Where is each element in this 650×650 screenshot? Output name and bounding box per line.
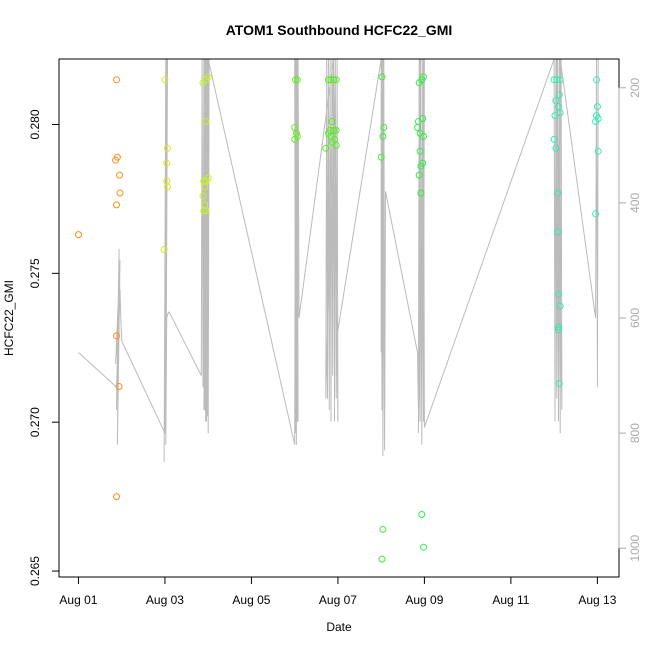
- data-point: [551, 112, 559, 120]
- y-tick-label: 0.265: [28, 556, 42, 586]
- data-point: [204, 174, 212, 182]
- data-point: [420, 132, 427, 140]
- y-axis-label: HCFC22_GMI: [2, 280, 16, 356]
- data-point: [378, 555, 386, 563]
- data-point: [330, 76, 338, 84]
- data-point: [556, 302, 564, 310]
- data-point: [293, 132, 301, 140]
- data-point: [161, 76, 169, 84]
- data-point: [199, 192, 207, 200]
- data-point: [113, 493, 120, 501]
- data-point: [379, 132, 387, 140]
- data-point: [556, 109, 564, 117]
- data-point: [324, 76, 332, 84]
- data-point: [379, 525, 387, 533]
- data-point: [201, 183, 209, 191]
- x-tick-label: Aug 07: [319, 593, 357, 607]
- x-axis: Aug 01 Aug 03 Aug 05 Aug 07 Aug 09 Aug 11 Aug …: [59, 576, 617, 607]
- x-tick-label: Aug 01: [59, 593, 97, 607]
- data-point: [332, 126, 340, 134]
- right-tick-label: 800: [628, 423, 642, 443]
- right-tick-label: 200: [628, 77, 642, 97]
- data-point: [593, 76, 600, 84]
- data-point: [202, 207, 210, 215]
- data-point: [416, 147, 424, 155]
- x-tick-label: Aug 03: [146, 593, 184, 607]
- data-point: [420, 543, 427, 551]
- data-point: [553, 76, 561, 84]
- data-point: [555, 290, 562, 298]
- data-point: [550, 135, 558, 143]
- y-tick-label: 0.270: [28, 407, 42, 437]
- data-point: [328, 118, 336, 125]
- data-point: [552, 144, 560, 152]
- data-point: [327, 76, 335, 84]
- data-point: [116, 171, 123, 179]
- data-point: [420, 73, 427, 81]
- data-point: [593, 103, 601, 111]
- data-point: [555, 380, 563, 387]
- y-tick-label: 0.275: [28, 258, 42, 288]
- data-point: [415, 171, 423, 179]
- data-point: [200, 207, 208, 215]
- y-axis: 0.265 0.270 0.275 0.280: [28, 109, 60, 586]
- data-point: [554, 189, 562, 197]
- right-tick-label: 400: [628, 193, 642, 213]
- right-tick-label: 600: [628, 308, 642, 328]
- data-point: [378, 73, 386, 81]
- data-point: [293, 76, 301, 84]
- data-point: [204, 73, 212, 81]
- chart-title: ATOM1 Southbound HCFC22_GMI: [226, 22, 453, 38]
- data-point: [417, 162, 425, 170]
- data-point: [594, 115, 602, 122]
- data-point: [380, 124, 388, 131]
- data-point: [116, 189, 124, 197]
- x-tick-label: Aug 09: [405, 593, 443, 607]
- x-tick-label: Aug 05: [232, 593, 270, 607]
- data-point: [113, 332, 120, 340]
- data-point: [592, 210, 600, 218]
- pressure-trace-line: [78, 59, 599, 462]
- right-axis: 200 400 600 800 1000: [618, 77, 642, 562]
- data-point: [164, 144, 171, 152]
- x-tick-label: Aug 11: [492, 593, 529, 607]
- data-point: [332, 141, 340, 149]
- data-point: [555, 323, 562, 331]
- data-point: [202, 118, 210, 125]
- data-point: [160, 246, 168, 253]
- data-point: [163, 159, 171, 167]
- data-point: [332, 76, 340, 84]
- data-point: [330, 126, 338, 134]
- data-point: [377, 153, 385, 161]
- data-point: [556, 76, 564, 84]
- x-tick-label: Aug 13: [578, 593, 616, 607]
- data-point: [113, 153, 121, 161]
- data-point: [322, 144, 330, 152]
- x-axis-label: Date: [326, 620, 352, 634]
- data-point: [555, 91, 563, 99]
- data-point: [414, 124, 421, 131]
- data-point: [419, 115, 427, 122]
- data-point: [115, 383, 123, 390]
- data-point: [594, 147, 602, 155]
- data-point: [552, 97, 560, 105]
- data-points-layer: [75, 73, 602, 563]
- pressure-trace-layer: [78, 59, 599, 462]
- data-point: [418, 511, 426, 518]
- data-point: [113, 201, 120, 209]
- data-point: [417, 189, 425, 197]
- data-point: [555, 326, 562, 334]
- data-point: [75, 231, 82, 239]
- data-point: [164, 183, 171, 191]
- y-tick-label: 0.280: [28, 109, 42, 139]
- data-point: [554, 228, 562, 236]
- data-point: [113, 76, 120, 84]
- right-tick-label: 1000: [628, 535, 642, 562]
